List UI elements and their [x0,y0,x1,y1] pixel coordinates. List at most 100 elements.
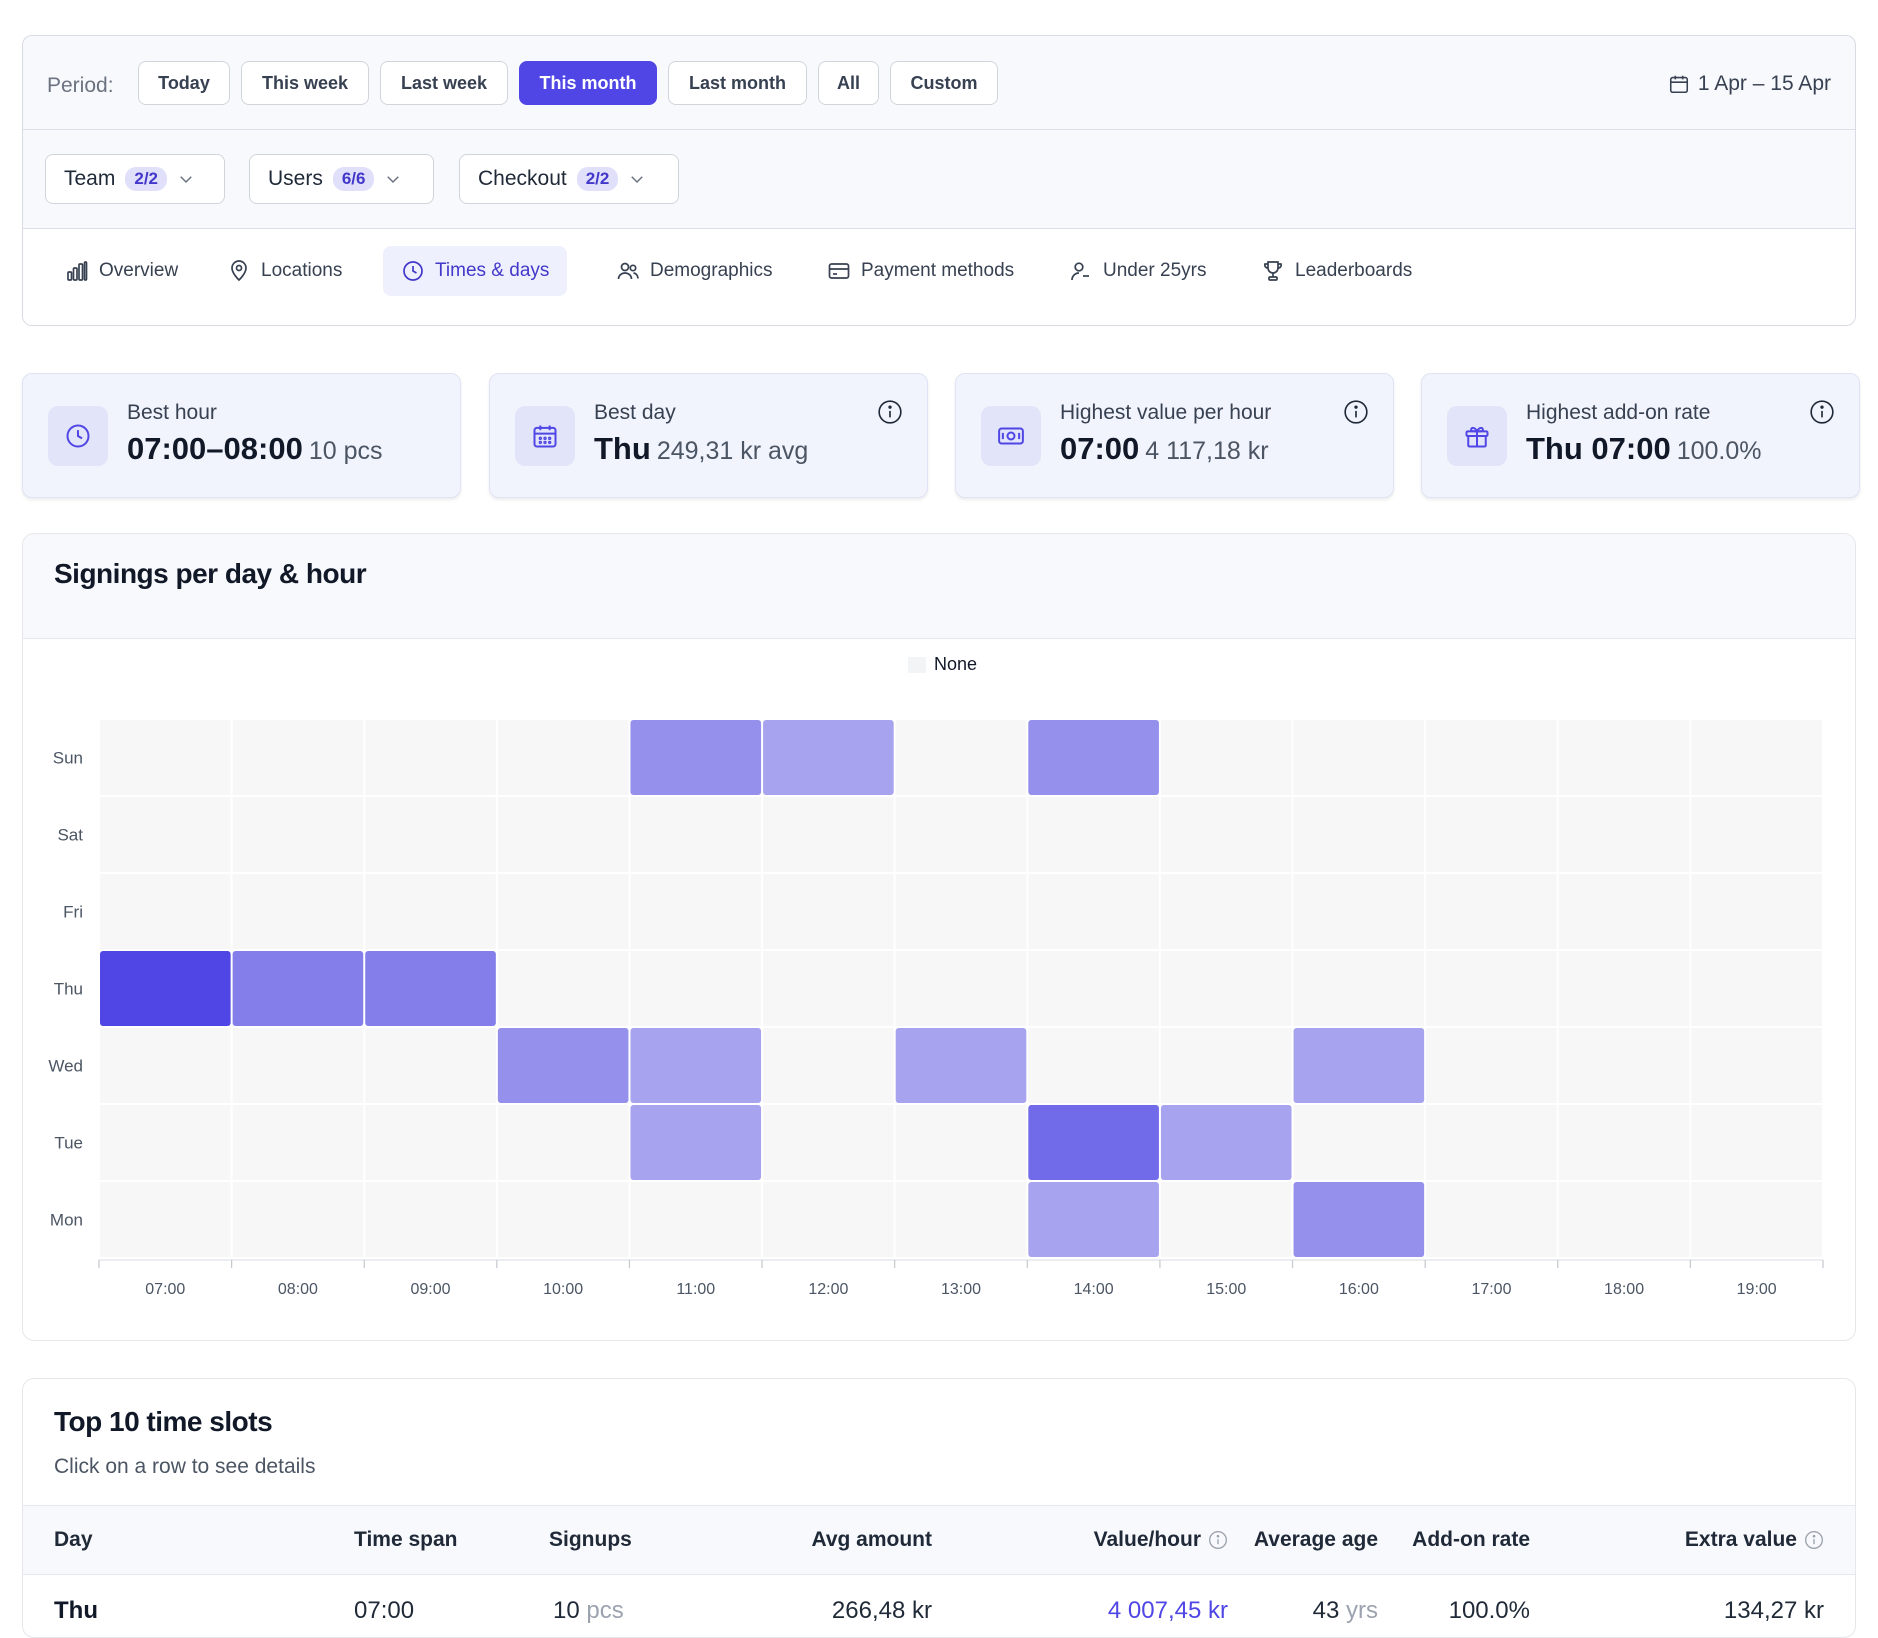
heatmap-cell-empty [232,720,364,795]
users-count-badge: 6/6 [332,167,375,191]
heatmap-cell-filled[interactable] [763,720,894,795]
period-chip-this-week[interactable]: This week [241,61,369,105]
info-icon[interactable] [1809,399,1835,425]
heatmap-header: Signings per day & hour [23,534,1855,639]
tab-label: Under 25yrs [1103,260,1207,281]
heatmap-legend[interactable]: None [908,654,977,675]
period-chip-this-month[interactable]: This month [519,61,657,105]
info-icon[interactable] [1804,1530,1824,1550]
calendar-icon [1669,75,1688,94]
tab-locations[interactable]: Locations [209,246,360,296]
heatmap-cell-filled[interactable] [630,1105,762,1180]
heatmap-cell-empty [1691,874,1822,949]
heatmap-cell-filled[interactable] [232,951,364,1026]
heatmap-cell-empty [763,951,894,1026]
y-tick-label: Thu [54,980,83,999]
bar-chart-icon [67,261,88,281]
info-icon[interactable] [877,399,903,425]
heatmap-cell-empty [1160,1028,1292,1103]
heatmap-cell-empty [232,1028,364,1103]
heatmap-cell-empty [1160,720,1292,795]
heatmap-cell-filled[interactable] [497,1028,629,1103]
x-tick-label: 09:00 [411,1281,451,1298]
heatmap-cell-filled[interactable] [1160,1105,1292,1180]
heatmap-cell-empty [497,720,629,795]
calendar-icon [515,406,575,466]
info-icon[interactable] [1208,1530,1228,1550]
tab-payment-methods[interactable]: Payment methods [809,246,1032,296]
heatmap-cell-empty [895,874,1027,949]
heatmap-cell-filled[interactable] [1293,1028,1425,1103]
column-header-value-hour[interactable]: Value/hour [1094,1528,1228,1552]
users-icon [617,262,639,280]
info-icon[interactable] [1343,399,1369,425]
heatmap-cell-empty [232,1105,364,1180]
stat-value: 07:00 4 117,18 kr [1060,431,1269,467]
heatmap-cell-empty [1558,1182,1690,1257]
heatmap-cell-filled[interactable] [100,951,231,1026]
tab-demographics[interactable]: Demographics [598,246,791,296]
heatmap-cell-filled[interactable] [1293,1182,1425,1257]
column-header-day[interactable]: Day [54,1528,93,1551]
heatmap-cell-empty [1558,1028,1690,1103]
heatmap-cell-empty [1426,720,1557,795]
tab-label: Payment methods [861,260,1015,281]
heatmap-title: Signings per day & hour [54,558,367,589]
heatmap-cell-empty [1293,1105,1425,1180]
heatmap-cell-filled[interactable] [1028,720,1159,795]
team-dropdown[interactable]: Team 2/2 [45,154,225,204]
heatmap-cell-filled[interactable] [1028,1105,1159,1180]
credit-card-icon [828,263,850,279]
date-range[interactable]: 1 Apr – 15 Apr [1668,72,1831,96]
column-header-signups[interactable]: Signups [549,1528,632,1551]
heatmap-cell-empty [895,1182,1027,1257]
period-chip-last-month[interactable]: Last month [668,61,807,105]
y-tick-label: Tue [54,1134,83,1153]
period-chip-today[interactable]: Today [138,61,230,105]
heatmap-cell-empty [1691,1028,1822,1103]
x-tick-label: 07:00 [145,1281,185,1298]
heatmap-cell-filled[interactable] [630,720,762,795]
stat-main-value: 07:00 [1060,431,1140,466]
heatmap-cell-filled[interactable] [630,1028,762,1103]
cell-value-hour: 4 007,45 kr [1107,1597,1228,1624]
heatmap-cell-filled[interactable] [1028,1182,1159,1257]
column-header-avg-amount[interactable]: Avg amount [811,1528,932,1551]
heatmap-cell-filled[interactable] [895,1028,1027,1103]
cell-avg-amount: 266,48 kr [831,1597,932,1624]
heatmap-cell-empty [1160,1182,1292,1257]
chevron-down-icon [180,176,192,184]
y-tick-label: Wed [48,1057,83,1076]
heatmap-cell-empty [1426,797,1557,872]
column-header-time-span[interactable]: Time span [354,1528,458,1551]
heatmap-cell-empty [1160,797,1292,872]
heatmap-cell-empty [100,1028,231,1103]
heatmap-cell-empty [1691,1105,1822,1180]
column-header-extra-value[interactable]: Extra value [1685,1528,1824,1552]
tab-overview[interactable]: Overview [47,246,196,296]
heatmap-cell-empty [1691,1182,1822,1257]
heatmap-cell-filled[interactable] [365,951,496,1026]
tab-times-days[interactable]: Times & days [383,246,568,296]
stat-value: Thu 249,31 kr avg [594,431,808,467]
tab-under-25yrs[interactable]: Under 25yrs [1051,246,1225,296]
users-dropdown[interactable]: Users 6/6 [249,154,434,204]
team-dropdown-label: Team [64,167,116,190]
period-chip-custom[interactable]: Custom [890,61,998,105]
heatmap-cell-empty [630,1182,762,1257]
legend-label: None [934,654,978,674]
stat-detail: 10 pcs [308,437,383,465]
period-chip-all[interactable]: All [818,61,879,105]
column-header-average-age[interactable]: Average age [1253,1528,1378,1551]
checkout-dropdown[interactable]: Checkout 2/2 [459,154,679,204]
table-row[interactable]: Thu 07:00 10 pcs 266,48 kr 4 007,45 kr 4… [23,1575,1855,1637]
tab-leaderboards[interactable]: Leaderboards [1243,246,1430,296]
heatmap-cell-empty [1426,1028,1557,1103]
tab-bar: Overview Locations Times & days Demograp… [23,229,1855,325]
stat-card-best-hour: Best hour 07:00–08:00 10 pcs [22,373,461,498]
cell-time-span: 07:00 [354,1597,415,1624]
banknote-icon [981,406,1041,466]
period-chip-last-week[interactable]: Last week [380,61,508,105]
column-header-add-on-rate[interactable]: Add-on rate [1412,1528,1530,1551]
table-subtitle: Click on a row to see details [54,1455,316,1478]
